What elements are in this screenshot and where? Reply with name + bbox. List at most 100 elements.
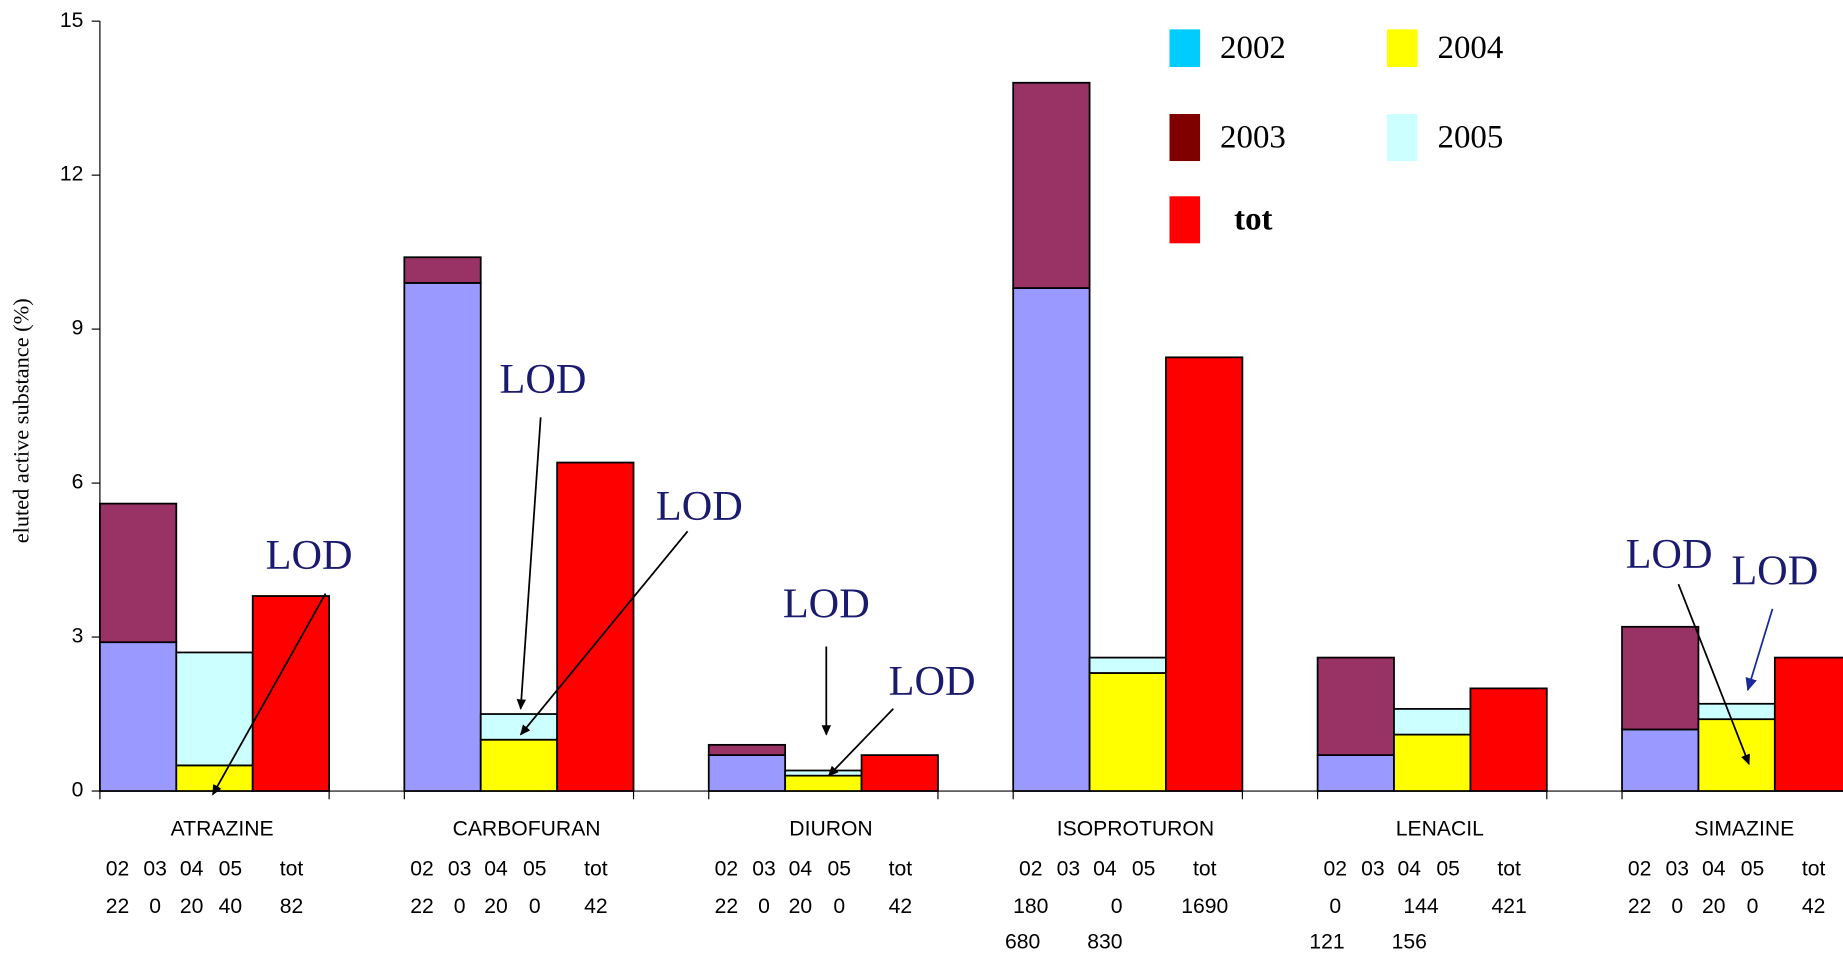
bar (784, 774, 863, 792)
x-tick-label: DIURON (789, 817, 872, 840)
sample-label: 05 (523, 857, 547, 880)
sample-count: 20 (484, 895, 508, 918)
sample-count: 22 (410, 895, 434, 918)
sample-count: 20 (180, 895, 204, 918)
bar (707, 743, 787, 756)
bar (707, 754, 787, 792)
annotation: LOD (266, 532, 353, 579)
sample-count: 0 (758, 895, 770, 918)
sample-label: tot (1193, 857, 1217, 880)
sample-label: 03 (143, 857, 167, 880)
annotation-arrow (827, 708, 894, 777)
bar (1012, 287, 1091, 792)
annotation: LOD (1626, 531, 1713, 578)
sample-label: 04 (1398, 857, 1422, 880)
bar (99, 641, 178, 792)
sample-count: 42 (1802, 895, 1826, 918)
legend-label: 2004 (1437, 30, 1503, 66)
sample-count: 42 (584, 895, 608, 918)
bar (1165, 356, 1244, 792)
annotation-arrow (516, 417, 542, 710)
sample-count: 20 (789, 895, 813, 918)
bar (175, 764, 254, 792)
legend-label: 2005 (1437, 119, 1503, 155)
bar (479, 738, 559, 792)
bar (556, 461, 635, 792)
annotation: LOD (1731, 547, 1818, 594)
legend-swatch (1386, 114, 1418, 162)
sample-label: tot (889, 857, 913, 880)
x-tick-label: CARBOFURAN (453, 817, 601, 840)
bar (784, 769, 863, 777)
annotation: LOD (889, 658, 976, 705)
sample-count: 830 (1087, 930, 1122, 953)
sample-count: 156 (1392, 930, 1427, 953)
sample-label: 02 (410, 857, 434, 880)
sample-label: tot (1497, 857, 1521, 880)
sample-label: 04 (484, 857, 508, 880)
sample-count: 22 (1628, 895, 1652, 918)
sample-count: 121 (1309, 930, 1344, 953)
annotation-arrow (211, 593, 327, 796)
sample-label: 04 (789, 857, 813, 880)
bar (1316, 754, 1395, 792)
bar (1012, 81, 1091, 289)
bar (1393, 708, 1472, 736)
legend-swatch (1169, 196, 1201, 244)
annotation: LOD (783, 580, 870, 627)
bar (1773, 656, 1843, 792)
y-tick-label: 12 (60, 163, 84, 186)
annotation-arrow (1677, 583, 1750, 766)
sample-label: 03 (1666, 857, 1690, 880)
sample-label: 03 (448, 857, 472, 880)
bar (403, 282, 482, 792)
sample-count: 0 (149, 895, 161, 918)
sample-count: 680 (1005, 930, 1040, 953)
annotation: LOD (656, 483, 743, 530)
x-tick-label: LENACIL (1396, 817, 1484, 840)
legend-label: 2002 (1220, 30, 1286, 66)
x-tick-label: ATRAZINE (171, 817, 274, 840)
sample-label: 04 (1702, 857, 1726, 880)
sample-count: 0 (1329, 895, 1341, 918)
sample-count: 421 (1492, 895, 1527, 918)
sample-count: 22 (106, 895, 130, 918)
sample-label: 04 (180, 857, 204, 880)
sample-label: 03 (1361, 857, 1385, 880)
x-tick-label: ISOPROTURON (1057, 817, 1214, 840)
y-tick-label: 9 (72, 317, 84, 340)
sample-count: 0 (1747, 895, 1759, 918)
legend-label: 2003 (1220, 119, 1286, 155)
sample-label: 02 (1323, 857, 1347, 880)
sample-label: 05 (827, 857, 851, 880)
bar (175, 651, 254, 767)
sample-label: 04 (1093, 857, 1117, 880)
y-tick-label: 15 (60, 9, 84, 32)
sample-label: tot (584, 857, 608, 880)
bar (1621, 728, 1700, 792)
sample-label: 05 (219, 857, 243, 880)
y-axis-title: eluted active substance (%) (9, 298, 34, 543)
sample-label: 03 (1057, 857, 1081, 880)
sample-label: tot (1802, 857, 1826, 880)
legend-swatch (1169, 114, 1201, 162)
sample-label: 05 (1436, 857, 1460, 880)
sample-count: 40 (219, 895, 243, 918)
legend-label: tot (1234, 202, 1272, 238)
y-tick-label: 3 (72, 625, 84, 648)
bar (1316, 656, 1395, 756)
bar (1621, 625, 1700, 731)
sample-count: 0 (1111, 895, 1123, 918)
bar (1697, 718, 1776, 792)
sample-count: 42 (889, 895, 913, 918)
sample-count: 0 (454, 895, 466, 918)
sample-count: 82 (280, 895, 304, 918)
legend-swatch (1169, 29, 1201, 67)
sample-count: 1690 (1181, 895, 1228, 918)
annotation-arrow (1745, 608, 1774, 692)
bar (860, 754, 939, 792)
y-tick-label: 6 (72, 471, 84, 494)
sample-label: 02 (106, 857, 130, 880)
